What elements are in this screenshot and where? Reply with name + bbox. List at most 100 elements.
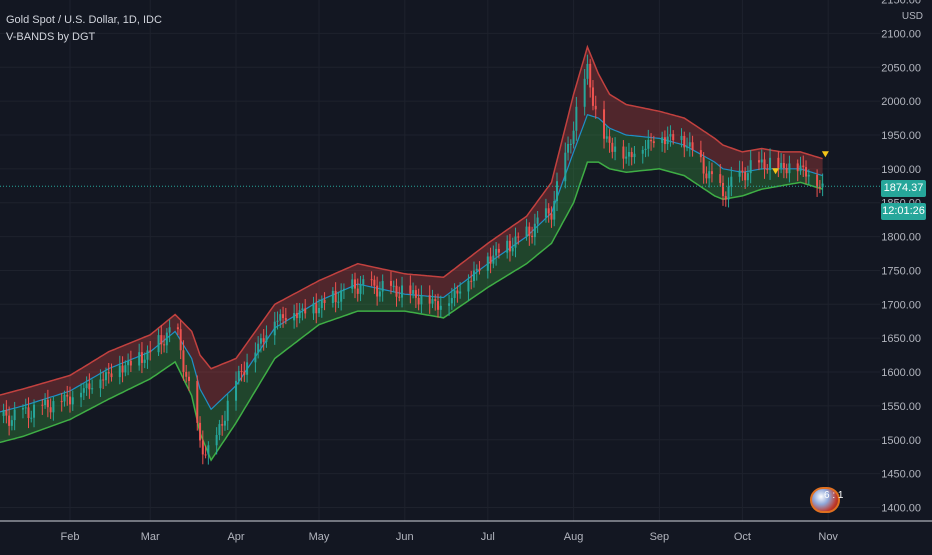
lower-band-line: [0, 161, 823, 462]
candle-down: [428, 295, 431, 304]
badge-label: 6 : 1: [824, 490, 844, 501]
candle-down: [470, 280, 473, 282]
candle-down: [710, 171, 713, 175]
candle-up: [431, 299, 434, 304]
candle-up: [118, 365, 121, 378]
candle-up: [63, 394, 66, 402]
candle-down: [176, 327, 179, 330]
candle-down: [777, 157, 780, 168]
candle-up: [686, 146, 689, 148]
candle-down: [650, 139, 653, 142]
candle-down: [497, 248, 500, 253]
candle-up: [337, 301, 340, 303]
candle-down: [356, 288, 359, 294]
candle-down: [591, 87, 594, 106]
candle-down: [398, 296, 401, 298]
candle-up: [392, 285, 395, 287]
candle-up: [708, 171, 711, 179]
indicator-title[interactable]: V-BANDS by DGT: [6, 31, 96, 43]
candle-down: [102, 379, 105, 381]
candle-up: [10, 420, 13, 426]
candle-down: [741, 170, 744, 172]
price-tick-label: 1800.00: [881, 232, 921, 244]
candle-up: [448, 303, 451, 306]
candle-up: [569, 143, 572, 145]
candle-up: [301, 308, 304, 311]
candle-down: [262, 338, 265, 342]
candle-up: [401, 285, 404, 298]
candle-down: [796, 163, 799, 172]
candle-down: [414, 290, 417, 298]
candle-down: [323, 299, 326, 303]
candle-up: [312, 303, 315, 314]
symbol-title[interactable]: Gold Spot / U.S. Dollar, 1D, IDC: [6, 14, 162, 26]
month-tick-label: Jun: [396, 531, 414, 543]
candle-down: [594, 105, 597, 110]
candle-down: [517, 236, 520, 238]
candle-down: [805, 167, 808, 177]
candle-down: [816, 174, 819, 187]
candle-down: [672, 134, 675, 141]
candle-up: [605, 136, 608, 139]
candle-down: [187, 376, 190, 382]
candle-up: [104, 372, 107, 381]
candle-up: [536, 217, 539, 224]
candle-up: [647, 139, 650, 149]
candle-up: [760, 159, 763, 163]
candle-down: [373, 279, 376, 286]
candle-down: [528, 226, 531, 236]
candle-down: [434, 299, 437, 302]
upper-band-fill: [0, 46, 823, 412]
candle-down: [8, 415, 11, 426]
price-tick-label: 2150.00: [881, 0, 921, 7]
candle-up: [614, 146, 617, 152]
candle-down: [49, 407, 52, 413]
candle-up: [157, 335, 160, 353]
candle-down: [46, 399, 49, 408]
candle-up: [586, 63, 589, 79]
price-tick-label: 1600.00: [881, 367, 921, 379]
month-tick-label: Nov: [818, 531, 838, 543]
chart-legend: Gold Spot / U.S. Dollar, 1D, IDC V-BANDS…: [6, 12, 162, 46]
candle-up: [257, 343, 260, 353]
candle-down: [240, 371, 243, 373]
month-tick-label: Aug: [564, 531, 584, 543]
candle-down: [163, 344, 166, 346]
candle-down: [182, 350, 185, 372]
candle-up: [340, 290, 343, 302]
candle-down: [705, 173, 708, 179]
candle-up: [780, 162, 783, 168]
candle-down: [129, 360, 132, 366]
candle-up: [318, 307, 321, 314]
price-tick-label: 1400.00: [881, 503, 921, 515]
candle-down: [818, 186, 821, 188]
candle-down: [185, 371, 188, 377]
candle-up: [644, 148, 647, 150]
price-tick-label: 1650.00: [881, 333, 921, 345]
candle-up: [138, 352, 141, 366]
candle-down: [782, 162, 785, 169]
candle-down: [60, 401, 63, 403]
candle-up: [85, 383, 88, 389]
candle-up: [495, 248, 498, 256]
candle-down: [140, 352, 143, 363]
candle-up: [730, 176, 733, 187]
price-tick-label: 1900.00: [881, 164, 921, 176]
candle-down: [547, 208, 550, 214]
candle-up: [362, 279, 365, 285]
candle-down: [785, 168, 788, 174]
candle-down: [284, 318, 287, 321]
candle-down: [683, 135, 686, 148]
candle-up: [279, 314, 282, 321]
candle-down: [179, 329, 182, 351]
candle-up: [298, 310, 301, 319]
flag-badge-icon[interactable]: [810, 487, 840, 513]
candle-up: [168, 327, 171, 333]
candle-down: [110, 373, 113, 378]
candle-down: [417, 297, 420, 305]
candle-down: [376, 285, 379, 297]
candle-down: [603, 109, 606, 139]
month-tick-label: Jul: [481, 531, 495, 543]
